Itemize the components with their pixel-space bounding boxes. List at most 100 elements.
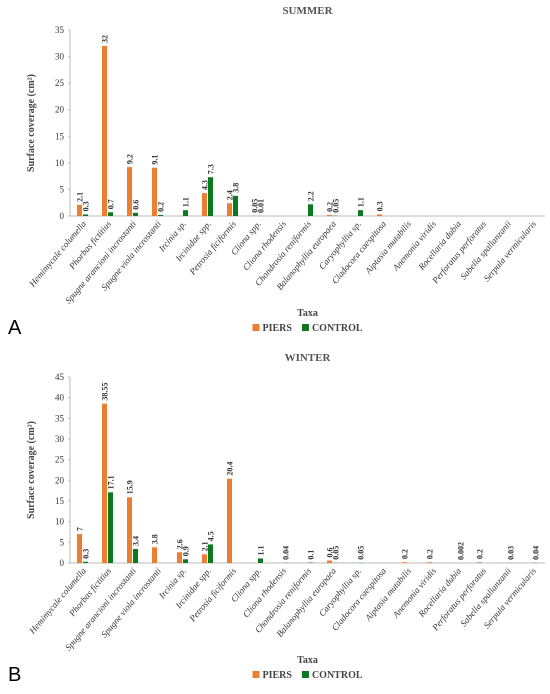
y-tick-label: 35 [55, 413, 65, 423]
y-tick-label: 30 [55, 434, 65, 444]
value-label: 17.1 [107, 475, 116, 489]
legend-label: PIERS [263, 670, 293, 681]
value-label: 1.1 [182, 197, 191, 207]
value-label: 0.05 [332, 546, 341, 560]
value-label: 15.9 [126, 480, 135, 494]
value-label: 7.3 [207, 164, 216, 174]
bar [177, 552, 182, 563]
y-tick-label: 15 [55, 131, 65, 141]
y-tick-label: 25 [55, 78, 65, 88]
panel-label: A [8, 317, 22, 339]
legend-swatch [252, 324, 260, 331]
bar [133, 212, 138, 216]
value-label: 38.55 [101, 383, 110, 401]
bar [152, 547, 157, 563]
bar [77, 534, 82, 563]
value-label: 0.2 [426, 549, 435, 559]
bar [102, 403, 107, 563]
y-tick-label: 10 [55, 517, 65, 527]
y-tick-label: 20 [55, 475, 65, 485]
bar [127, 167, 132, 216]
value-label: 0.3 [82, 201, 91, 211]
bar [477, 562, 482, 563]
legend-label: PIERS [263, 323, 293, 334]
bar [377, 214, 382, 216]
x-tick-label: Anemonia viridis [390, 218, 438, 273]
value-label: 2.1 [76, 192, 85, 202]
value-label: 0.2 [326, 202, 335, 212]
value-label: 0.1 [307, 550, 316, 560]
value-label: 0.6 [326, 548, 335, 558]
value-label: 0.2 [157, 202, 166, 212]
bar [183, 210, 188, 216]
bar [152, 167, 157, 216]
value-label: 0.03 [507, 546, 516, 560]
value-label: 20.4 [226, 462, 235, 476]
value-label: 4.3 [201, 180, 210, 190]
bar [158, 214, 163, 216]
value-label: 9.2 [126, 154, 135, 164]
bar [208, 177, 213, 216]
bar [77, 204, 82, 216]
y-tick-label: 45 [55, 372, 65, 382]
bar [358, 210, 363, 216]
bar [258, 558, 263, 563]
value-label: 0.002 [457, 542, 466, 560]
value-label: 3.8 [151, 534, 160, 544]
bar [102, 45, 107, 216]
value-label: 1.1 [257, 545, 266, 555]
y-tick-label: 20 [55, 105, 65, 115]
bar [327, 560, 332, 563]
y-tick-label: 35 [55, 25, 65, 35]
value-label: 4.5 [207, 531, 216, 541]
bar [127, 497, 132, 563]
value-label: 0.04 [282, 546, 291, 560]
panel-label: B [8, 664, 21, 686]
y-axis-label: Surface coverage (cm²) [26, 74, 37, 172]
y-tick-label: 0 [60, 558, 65, 568]
legend-label: CONTROL [312, 670, 363, 681]
value-label: 0.04 [532, 546, 541, 560]
y-tick-label: 5 [60, 537, 65, 547]
value-label: 7 [76, 527, 85, 531]
value-label: 2.1 [201, 541, 210, 551]
value-label: 2.2 [307, 191, 316, 201]
bar [208, 544, 213, 563]
value-label: 1.1 [357, 197, 366, 207]
value-label: 2.6 [176, 539, 185, 549]
value-label: 0.2 [476, 549, 485, 559]
legend-swatch [252, 671, 260, 678]
chart-title: WINTER [285, 352, 332, 364]
y-tick-label: 5 [60, 184, 65, 194]
bar [108, 212, 113, 216]
y-tick-label: 15 [55, 496, 65, 506]
bar [308, 204, 313, 216]
value-label: 0.3 [82, 549, 91, 559]
bar [227, 203, 232, 216]
value-label: 0.7 [107, 199, 116, 209]
bar [202, 193, 207, 216]
legend-swatch [301, 671, 309, 678]
x-axis-label: Taxa [297, 308, 318, 319]
y-tick-label: 30 [55, 52, 65, 62]
bar [402, 562, 407, 563]
y-axis-label: Surface coverage (cm²) [26, 421, 37, 519]
y-tick-label: 0 [60, 211, 65, 221]
x-axis-label: Taxa [297, 655, 318, 666]
value-label: 0.01 [257, 199, 266, 213]
bar [233, 195, 238, 216]
chart-title: SUMMER [282, 5, 333, 17]
x-tick-label: Anemonia viridis [390, 565, 438, 620]
value-label: 0.9 [182, 546, 191, 556]
legend-swatch [301, 324, 309, 331]
value-label: 32 [101, 35, 110, 43]
bar [183, 559, 188, 563]
value-label: 9.1 [151, 155, 160, 165]
value-label: 2.4 [226, 190, 235, 200]
value-label: 0.05 [332, 199, 341, 213]
value-label: 0.2 [401, 549, 410, 559]
value-label: 3.4 [132, 536, 141, 546]
bar [133, 548, 138, 563]
legend-label: CONTROL [312, 323, 363, 334]
